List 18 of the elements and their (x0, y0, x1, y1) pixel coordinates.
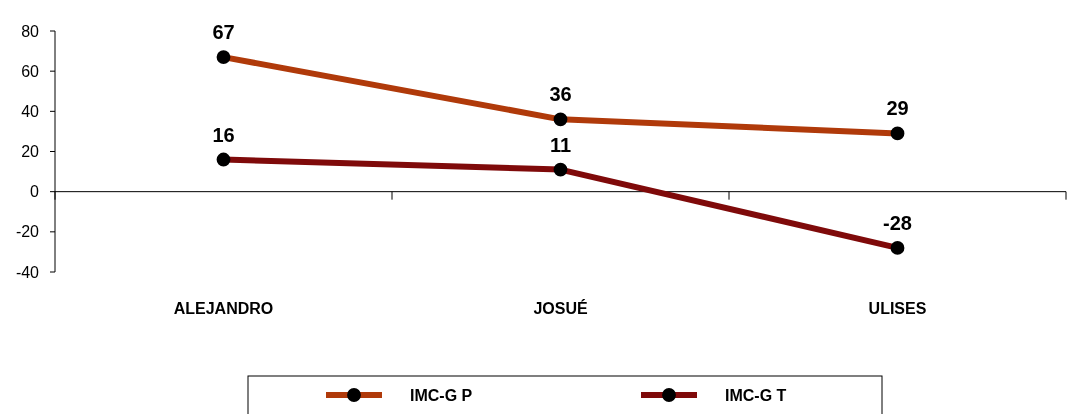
y-tick-label: 0 (30, 183, 40, 201)
x-tick-label: ULISES (868, 299, 927, 317)
legend-label: IMC-G P (410, 386, 473, 404)
data-label: 36 (549, 83, 572, 106)
data-label: -28 (883, 211, 912, 234)
y-tick-label: 60 (21, 62, 40, 80)
data-label: 67 (212, 21, 235, 44)
data-label: 29 (886, 97, 909, 120)
data-label: 16 (212, 123, 235, 146)
x-tick-label: JOSUÉ (533, 298, 588, 317)
data-label: 11 (549, 133, 572, 156)
y-tick-label: 80 (21, 22, 40, 40)
y-tick-label: -20 (15, 223, 40, 241)
y-tick-label: -40 (15, 263, 40, 281)
legend-label: IMC-G T (725, 386, 787, 404)
y-tick-label: 20 (21, 143, 40, 161)
y-tick-label: 40 (21, 102, 40, 120)
x-tick-label: ALEJANDRO (173, 299, 274, 317)
